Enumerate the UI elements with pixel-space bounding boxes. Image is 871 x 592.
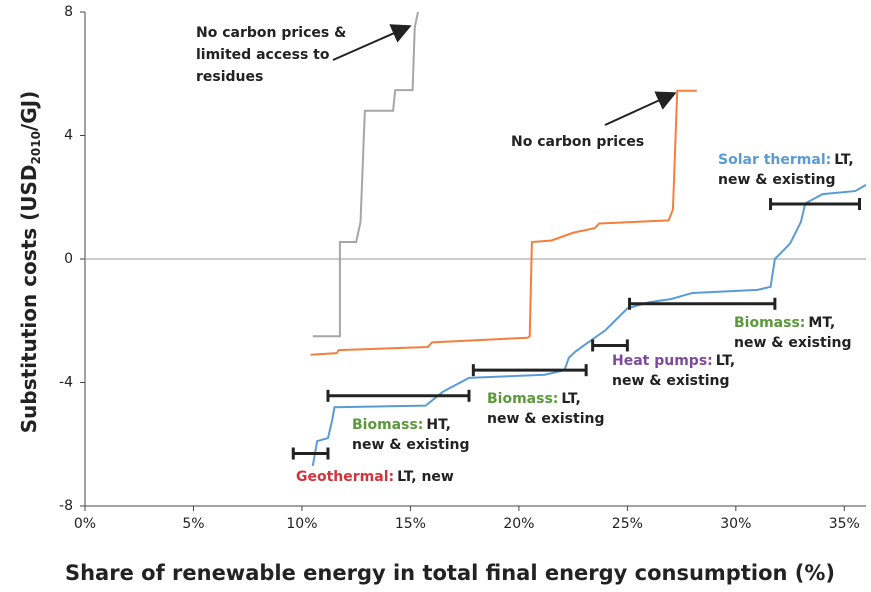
range-label: Biomass: MT, new & existing xyxy=(734,315,852,351)
arrow xyxy=(604,91,677,126)
range-desc: MT, xyxy=(808,315,835,331)
series-line xyxy=(310,89,697,356)
range-desc: LT, new xyxy=(397,469,454,485)
range-tech: Biomass: xyxy=(734,315,805,331)
range-desc: LT, xyxy=(561,391,580,407)
range-desc: new & existing xyxy=(612,373,730,389)
y-tick-label: 8 xyxy=(64,4,73,20)
y-tick-label: -4 xyxy=(59,375,73,391)
y-axis-title: Substitution costs (USD2010/GJ) xyxy=(17,91,43,433)
range-desc: LT, xyxy=(716,353,735,369)
range-tech: Heat pumps: xyxy=(612,353,713,369)
range-bar xyxy=(291,447,330,460)
range-desc: HT, xyxy=(426,417,451,433)
range-label: Geothermal: LT, new xyxy=(296,469,454,485)
range-label: Biomass: LT, new & existing xyxy=(487,391,605,427)
range-label: Biomass: HT, new & existing xyxy=(352,417,470,453)
annotation-line: residues xyxy=(196,69,263,85)
series-line xyxy=(311,184,867,467)
x-tick-label: 25% xyxy=(612,516,643,532)
x-tick-label: 5% xyxy=(182,516,204,532)
y-tick-label: 0 xyxy=(64,251,73,267)
x-tick-label: 20% xyxy=(503,516,534,532)
range-desc: new & existing xyxy=(352,437,470,453)
annotation: No carbon prices xyxy=(511,134,644,150)
range-bar xyxy=(628,297,777,310)
range-bar xyxy=(471,364,588,377)
range-bar xyxy=(769,198,861,211)
range-desc: LT, xyxy=(834,152,853,168)
y-tick-label: -8 xyxy=(59,498,73,514)
x-tick-label: 10% xyxy=(286,516,317,532)
x-tick-label: 0% xyxy=(74,516,96,532)
range-desc: new & existing xyxy=(718,172,836,188)
range-desc: new & existing xyxy=(487,411,605,427)
x-tick-label: 15% xyxy=(395,516,426,532)
x-tick-label: 35% xyxy=(829,516,860,532)
range-bar xyxy=(591,339,629,352)
range-label: Heat pumps: LT, new & existing xyxy=(612,353,735,389)
annotation-line: limited access to xyxy=(196,47,330,63)
range-tech: Biomass: xyxy=(352,417,423,433)
x-axis-title: Share of renewable energy in total final… xyxy=(65,561,835,585)
range-tech: Geothermal: xyxy=(296,469,394,485)
range-tech: Solar thermal: xyxy=(718,152,831,168)
annotation-line: No carbon prices & xyxy=(196,25,346,41)
annotation-line: No carbon prices xyxy=(511,134,644,150)
range-desc: new & existing xyxy=(734,335,852,351)
series-line xyxy=(312,11,419,338)
arrow xyxy=(332,24,412,61)
x-tick-label: 30% xyxy=(720,516,751,532)
range-tech: Biomass: xyxy=(487,391,558,407)
y-tick-label: 4 xyxy=(64,128,73,144)
annotation: No carbon prices & limited access to resid… xyxy=(196,25,346,85)
range-bar xyxy=(326,389,471,402)
range-label: Solar thermal: LT, new & existing xyxy=(718,152,854,188)
